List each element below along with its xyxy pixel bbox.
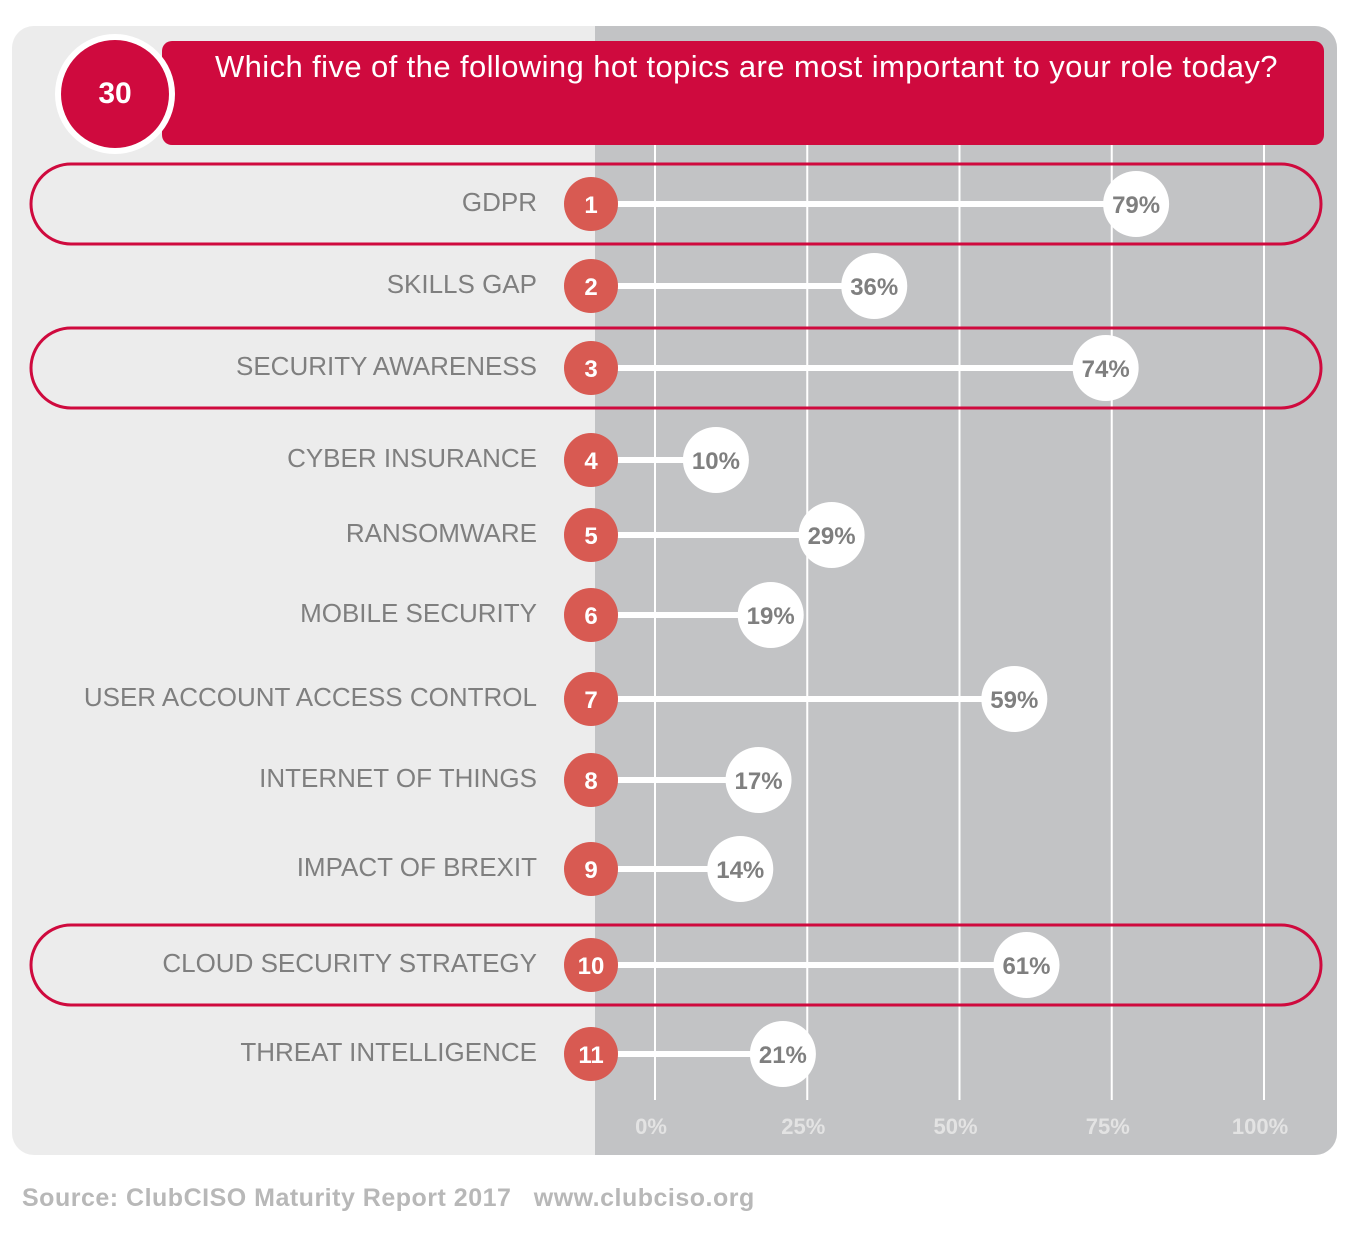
rank-circle: [564, 177, 618, 231]
value-label: 74%: [1082, 356, 1130, 383]
value-label: 36%: [850, 274, 898, 301]
rank-circle: [564, 1027, 618, 1081]
value-label: 14%: [716, 857, 764, 884]
value-bubble: [841, 253, 908, 319]
value-bubble: [737, 582, 804, 648]
rank-number: 5: [584, 523, 597, 550]
category-label: GDPR: [462, 187, 537, 217]
value-label: 19%: [747, 603, 795, 630]
rank-number: 10: [578, 953, 605, 980]
question-number-badge: 30: [61, 40, 169, 148]
rank-number: 7: [584, 687, 597, 714]
source-footer: Source: ClubCISO Maturity Report 2017 ww…: [22, 1184, 755, 1212]
value-bubble: [798, 502, 865, 568]
category-label: RANSOMWARE: [346, 518, 537, 548]
category-label: THREAT INTELLIGENCE: [240, 1037, 537, 1067]
chart-title: Which five of the following hot topics a…: [215, 49, 1278, 84]
rank-number: 1: [584, 192, 597, 219]
category-label: USER ACCOUNT ACCESS CONTROL: [84, 682, 537, 712]
rank-circle: [564, 672, 618, 726]
x-tick-label: 0%: [635, 1114, 667, 1139]
value-bubble: [981, 666, 1048, 732]
highlight-frame: [29, 923, 1323, 1007]
rank-circle: [564, 341, 618, 395]
x-tick-label: 50%: [933, 1114, 977, 1139]
value-label: 59%: [990, 687, 1038, 714]
x-tick-label: 25%: [781, 1114, 825, 1139]
rank-number: 6: [584, 603, 597, 630]
category-label: INTERNET OF THINGS: [259, 763, 537, 793]
value-label: 10%: [692, 448, 740, 475]
rank-number: 3: [584, 356, 597, 383]
value-label: 29%: [808, 523, 856, 550]
highlight-frame: [29, 326, 1323, 410]
value-bubble: [725, 747, 792, 813]
rank-circle: [564, 259, 618, 313]
category-label: CLOUD SECURITY STRATEGY: [162, 948, 537, 978]
rank-number: 9: [584, 857, 597, 884]
value-label: 17%: [735, 768, 783, 795]
category-label: SKILLS GAP: [387, 269, 537, 299]
rank-number: 8: [584, 768, 597, 795]
value-bubble: [993, 932, 1060, 998]
rank-number: 11: [578, 1042, 603, 1069]
category-label: CYBER INSURANCE: [287, 443, 537, 473]
rank-number: 2: [584, 274, 597, 301]
value-bubble: [1103, 171, 1170, 237]
x-tick-label: 100%: [1232, 1114, 1288, 1139]
header-banner: [162, 41, 1324, 145]
category-label: MOBILE SECURITY: [300, 598, 537, 628]
category-label: SECURITY AWARENESS: [236, 351, 537, 381]
value-label: 79%: [1112, 192, 1160, 219]
value-bubble: [707, 836, 774, 902]
value-bubble: [749, 1021, 816, 1087]
highlight-frame: [29, 162, 1323, 246]
x-tick-label: 75%: [1086, 1114, 1130, 1139]
value-label: 21%: [759, 1042, 807, 1069]
value-bubble: [682, 427, 749, 493]
rank-circle: [564, 753, 618, 807]
rank-circle: [564, 938, 618, 992]
rank-number: 4: [584, 448, 598, 475]
rank-circle: [564, 842, 618, 896]
value-label: 61%: [1002, 953, 1050, 980]
rank-circle: [564, 433, 618, 487]
rank-circle: [564, 508, 618, 562]
value-bubble: [1072, 335, 1139, 401]
category-label: IMPACT OF BREXIT: [297, 852, 537, 882]
rank-circle: [564, 588, 618, 642]
